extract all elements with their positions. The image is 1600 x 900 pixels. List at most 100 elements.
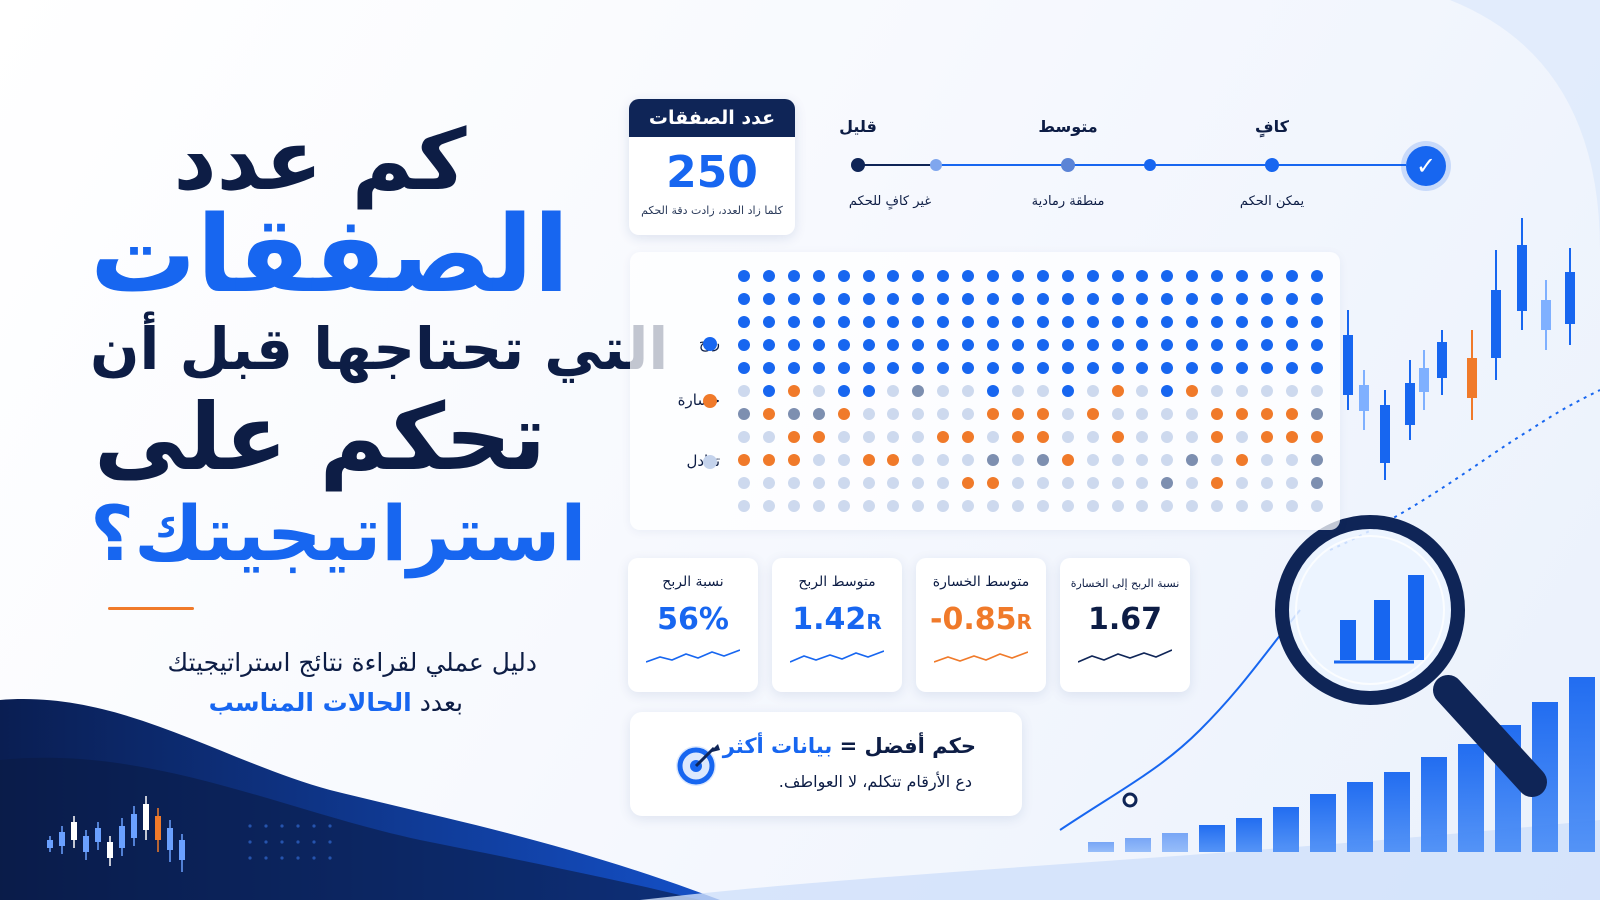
win-dot: [1186, 270, 1199, 282]
neutral-dot: [837, 477, 850, 489]
win-dot: [937, 339, 950, 351]
loss-dot: [787, 385, 800, 397]
win-dot: [1086, 339, 1099, 351]
neutral-dot: [887, 431, 900, 443]
loss-dot: [837, 408, 850, 420]
neutral-dot: [937, 454, 950, 466]
win-dot: [1186, 339, 1199, 351]
win-dot: [1310, 270, 1323, 282]
loss-dot: [1260, 408, 1273, 420]
neutral-dot: [1161, 431, 1174, 443]
win-dot: [1011, 270, 1024, 282]
loss-dot: [762, 454, 775, 466]
gray-dot: [1161, 477, 1174, 489]
neutral-dot: [887, 385, 900, 397]
win-dot: [1260, 362, 1273, 374]
neutral-dot: [1136, 454, 1149, 466]
stat-value: 1.42R: [792, 602, 882, 637]
scale-dot-5: [1265, 158, 1279, 172]
legend-dot-loss: [703, 394, 717, 408]
win-dot: [1161, 270, 1174, 282]
win-dot: [1285, 270, 1298, 282]
win-dot: [1011, 362, 1024, 374]
scale-dot-2: [930, 159, 942, 171]
neutral-dot: [1036, 477, 1049, 489]
headline-line-3: التي تحتاجها قبل أن: [90, 315, 669, 383]
win-dot: [912, 293, 925, 305]
win-dot: [1111, 316, 1124, 328]
headline-line-1: كم عدد: [173, 111, 467, 209]
rising-bar: [1569, 677, 1595, 852]
win-dot: [1136, 316, 1149, 328]
sparkline-icon: [934, 651, 1028, 663]
win-dot: [762, 339, 775, 351]
headline-line-4: تحكم على: [93, 384, 546, 491]
neutral-dot: [1310, 500, 1323, 512]
win-dot: [1061, 385, 1074, 397]
loss-dot: [1285, 408, 1298, 420]
neutral-dot: [1285, 477, 1298, 489]
neutral-dot: [1285, 454, 1298, 466]
win-dot: [787, 270, 800, 282]
neutral-dot: [1186, 500, 1199, 512]
scale-note-high: يمكن الحكم: [1239, 194, 1305, 209]
win-dot: [862, 293, 875, 305]
insight-title: حكم أفضل = بيانات أكثر: [722, 734, 976, 758]
neutral-dot: [887, 500, 900, 512]
neutral-dot: [812, 477, 825, 489]
win-dot: [1136, 339, 1149, 351]
scale-dot-4: [1144, 159, 1156, 171]
trade-count-note: كلما زاد العدد، زادت دقة الحكم: [641, 204, 783, 217]
win-dot: [1211, 339, 1224, 351]
win-dot: [1136, 362, 1149, 374]
neutral-dot: [1011, 385, 1024, 397]
neutral-dot: [912, 500, 925, 512]
neutral-dot: [762, 500, 775, 512]
loss-dot: [1211, 431, 1224, 443]
win-dot: [1061, 270, 1074, 282]
win-dot: [987, 316, 999, 328]
win-dot: [1285, 339, 1298, 351]
target-icon: [676, 744, 720, 786]
sparkline-icon: [790, 650, 884, 663]
neutral-dot: [1211, 500, 1224, 512]
neutral-dot: [1086, 477, 1099, 489]
rising-bar: [1495, 725, 1521, 852]
loss-dot: [1111, 431, 1124, 443]
neutral-dot: [1260, 454, 1273, 466]
win-dot: [962, 270, 975, 282]
loss-dot: [987, 408, 999, 420]
mini-candles-decor: [47, 796, 185, 872]
win-dot: [1186, 362, 1199, 374]
rising-bar: [1125, 838, 1151, 852]
win-dot: [887, 270, 900, 282]
win-dot: [812, 362, 825, 374]
gray-dot: [912, 385, 925, 397]
gray-dot: [738, 408, 750, 420]
win-dot: [1161, 362, 1174, 374]
rising-bar: [1421, 757, 1447, 852]
sparkline-icon: [646, 649, 740, 663]
neutral-dot: [1036, 385, 1049, 397]
scale-level-high: كافٍ: [1255, 117, 1289, 136]
stat-title: متوسط الخسارة: [932, 574, 1030, 590]
neutral-dot: [762, 431, 775, 443]
win-dot: [1211, 316, 1224, 328]
win-dot: [887, 339, 900, 351]
neutral-dot: [812, 385, 825, 397]
win-dot: [738, 270, 750, 282]
neutral-dot: [812, 454, 825, 466]
loss-dot: [1011, 431, 1024, 443]
gray-dot: [787, 408, 800, 420]
win-dot: [887, 293, 900, 305]
loss-dot: [1111, 385, 1124, 397]
loss-dot: [1211, 408, 1224, 420]
rising-bar: [1532, 702, 1558, 852]
neutral-dot: [1061, 477, 1074, 489]
win-dot: [1161, 293, 1174, 305]
neutral-dot: [1086, 454, 1099, 466]
rising-bar: [1162, 833, 1188, 852]
loss-dot: [1260, 431, 1273, 443]
win-dot: [937, 270, 950, 282]
win-dot: [937, 293, 950, 305]
